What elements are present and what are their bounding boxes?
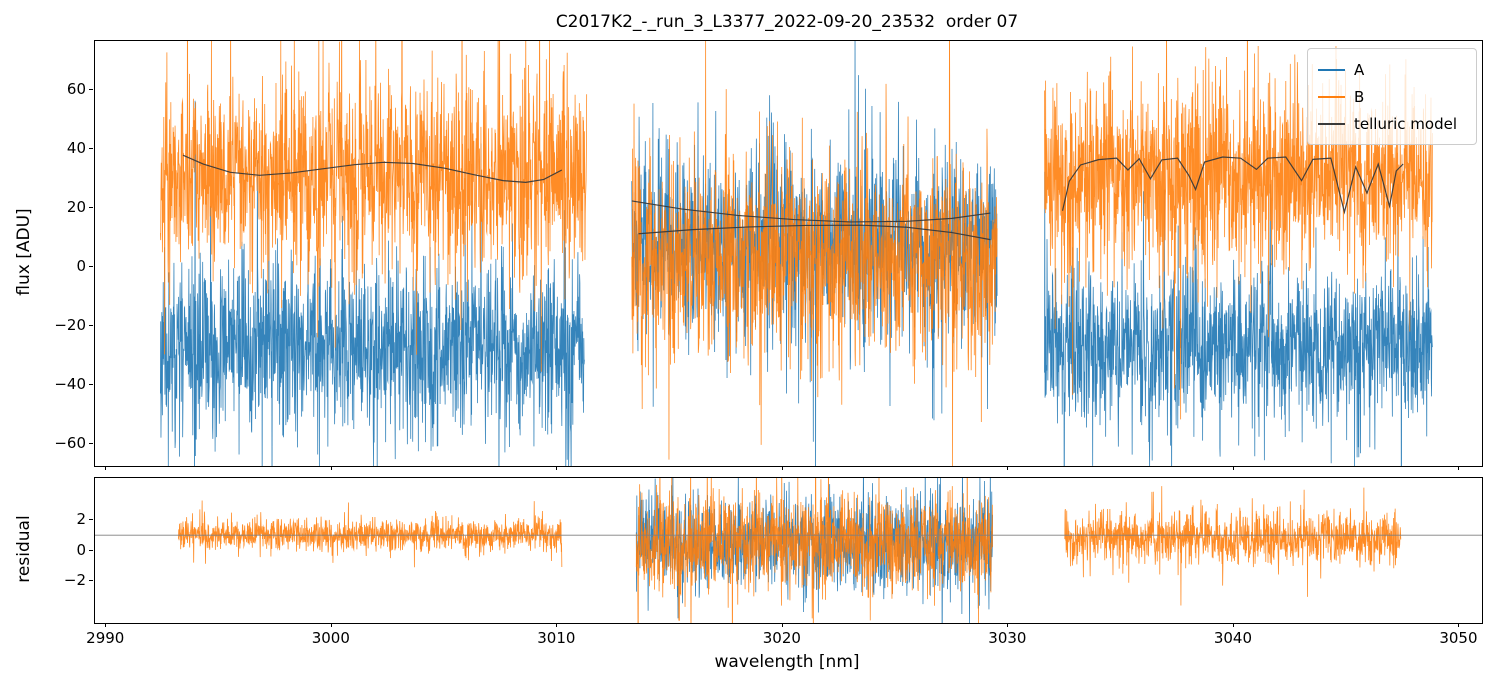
legend-label-a: A	[1354, 60, 1365, 79]
legend-line-a-icon	[1318, 68, 1345, 71]
x-tick-mark	[1458, 466, 1460, 470]
y-tick-label: 40	[66, 138, 86, 157]
y-tick-mark	[89, 580, 93, 582]
y-tick-mark	[89, 442, 93, 444]
y-tick-label: −20	[54, 315, 86, 334]
y-tick-label: 0	[76, 540, 86, 559]
x-tick-mark	[1458, 623, 1460, 627]
x-tick-label: 3000	[311, 629, 350, 647]
legend-label-telluric: telluric model	[1354, 114, 1458, 133]
x-tick-label: 3040	[1213, 629, 1252, 647]
y-tick-mark	[89, 383, 93, 385]
legend-item-a: A	[1318, 56, 1466, 83]
legend-line-b-icon	[1318, 95, 1345, 98]
y-tick-mark	[89, 88, 93, 90]
x-tick-mark	[105, 466, 107, 470]
residual-panel	[94, 477, 1483, 624]
y-tick-label: 60	[66, 79, 86, 98]
x-tick-mark	[1232, 466, 1234, 470]
y-tick-label: −60	[54, 433, 86, 452]
x-tick-mark	[556, 466, 558, 470]
x-tick-mark	[105, 623, 107, 627]
ylabel-residual: residual	[14, 515, 34, 583]
legend-line-telluric-icon	[1318, 122, 1345, 125]
flux-panel: A B telluric model	[94, 40, 1483, 467]
legend-label-b: B	[1354, 87, 1365, 106]
y-tick-mark	[89, 147, 93, 149]
x-tick-mark	[781, 466, 783, 470]
x-tick-mark	[330, 466, 332, 470]
y-tick-mark	[89, 324, 93, 326]
legend-item-telluric: telluric model	[1318, 110, 1466, 137]
y-tick-mark	[89, 549, 93, 551]
x-tick-label: 3030	[988, 629, 1027, 647]
legend: A B telluric model	[1307, 48, 1477, 145]
y-tick-mark	[89, 518, 93, 520]
xlabel: wavelength [nm]	[714, 652, 860, 672]
x-tick-label: 2990	[86, 629, 125, 647]
ylabel-flux: flux [ADU]	[14, 208, 34, 296]
y-tick-label: −40	[54, 374, 86, 393]
residual-plot-canvas	[95, 478, 1482, 623]
x-tick-label: 3020	[762, 629, 801, 647]
chart-title: C2017K2_-_run_3_L3377_2022-09-20_23532 o…	[555, 12, 1019, 32]
x-tick-mark	[330, 623, 332, 627]
y-tick-label: 2	[76, 509, 86, 528]
y-tick-mark	[89, 206, 93, 208]
x-tick-mark	[781, 623, 783, 627]
x-tick-mark	[1007, 466, 1009, 470]
y-tick-mark	[89, 265, 93, 267]
x-tick-label: 3050	[1439, 629, 1478, 647]
legend-item-b: B	[1318, 83, 1466, 110]
x-tick-mark	[1007, 623, 1009, 627]
x-tick-label: 3010	[537, 629, 576, 647]
y-tick-label: 0	[76, 256, 86, 275]
y-tick-label: 20	[66, 197, 86, 216]
y-tick-label: −2	[63, 571, 86, 590]
flux-plot-canvas	[95, 41, 1482, 466]
x-tick-mark	[556, 623, 558, 627]
x-tick-mark	[1232, 623, 1234, 627]
